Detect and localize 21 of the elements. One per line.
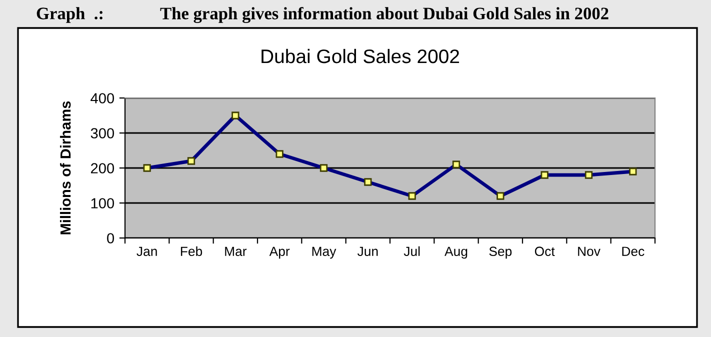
x-tick-label: Dec: [622, 246, 644, 256]
y-axis-title: Millions of Dirhams: [60, 101, 71, 234]
x-tick-label: Jun: [357, 246, 378, 256]
y-tick-label: 300: [90, 128, 114, 138]
y-tick-label: 100: [91, 198, 114, 208]
text: The graph gives information about Dubai Gold Sales in 2002: [160, 6, 608, 24]
y-tick-label: 200: [90, 163, 114, 174]
chart-title: Dubai Gold Sales 2002: [262, 48, 460, 64]
x-tick-label: Oct: [534, 246, 555, 256]
text: Graph .:: [36, 7, 102, 23]
y-tick-label: 0: [107, 233, 114, 244]
x-tick-label: Apr: [269, 246, 290, 259]
x-tick-label: Nov: [578, 246, 600, 256]
y-tick-label: 400: [90, 93, 114, 104]
x-tick-label: Feb: [180, 246, 202, 256]
x-tick-label: Mar: [225, 246, 247, 256]
x-tick-label: Jan: [136, 246, 157, 256]
x-tick-label: Aug: [444, 246, 468, 259]
x-tick-label: Jul: [404, 246, 420, 256]
x-tick-label: May: [312, 246, 336, 259]
x-tick-label: Sep: [489, 246, 512, 259]
